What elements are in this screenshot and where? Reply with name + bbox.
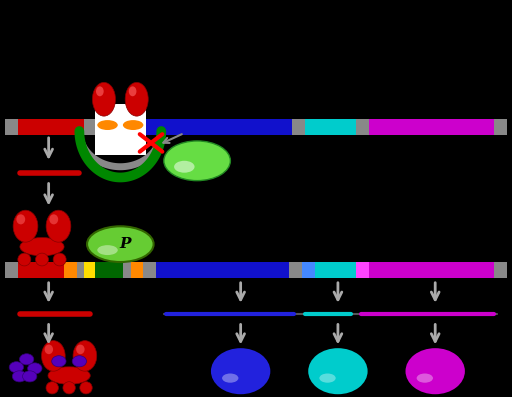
Ellipse shape bbox=[80, 382, 92, 394]
Ellipse shape bbox=[49, 214, 58, 224]
Ellipse shape bbox=[174, 161, 195, 173]
Ellipse shape bbox=[92, 83, 115, 116]
Ellipse shape bbox=[45, 345, 53, 354]
Bar bbox=[131, 262, 143, 278]
Bar bbox=[156, 262, 289, 278]
Ellipse shape bbox=[35, 253, 49, 266]
Ellipse shape bbox=[63, 382, 75, 394]
Ellipse shape bbox=[96, 87, 103, 96]
Bar bbox=[356, 119, 369, 135]
Ellipse shape bbox=[308, 348, 368, 394]
Circle shape bbox=[52, 356, 66, 367]
Bar bbox=[95, 104, 146, 155]
Bar bbox=[77, 262, 84, 278]
Ellipse shape bbox=[97, 245, 118, 255]
Ellipse shape bbox=[123, 120, 143, 130]
Ellipse shape bbox=[164, 141, 230, 181]
Text: P: P bbox=[120, 237, 131, 251]
Ellipse shape bbox=[417, 374, 433, 383]
Ellipse shape bbox=[73, 341, 97, 371]
Ellipse shape bbox=[87, 226, 154, 262]
Bar bbox=[356, 262, 369, 278]
Ellipse shape bbox=[16, 214, 25, 224]
Bar bbox=[123, 262, 131, 278]
Bar bbox=[18, 119, 84, 135]
Bar bbox=[305, 119, 356, 135]
Bar bbox=[292, 119, 305, 135]
Bar bbox=[369, 262, 494, 278]
Bar bbox=[64, 262, 77, 278]
Ellipse shape bbox=[222, 374, 239, 383]
Bar bbox=[289, 262, 302, 278]
Circle shape bbox=[72, 356, 87, 367]
Ellipse shape bbox=[41, 341, 65, 371]
Ellipse shape bbox=[129, 87, 136, 96]
Bar bbox=[143, 262, 156, 278]
Circle shape bbox=[28, 363, 42, 374]
Ellipse shape bbox=[13, 210, 38, 242]
Ellipse shape bbox=[97, 120, 118, 130]
Bar bbox=[494, 119, 507, 135]
Ellipse shape bbox=[76, 345, 84, 354]
Ellipse shape bbox=[48, 367, 90, 384]
Bar bbox=[315, 262, 356, 278]
Bar bbox=[120, 119, 146, 135]
Ellipse shape bbox=[211, 348, 270, 394]
Bar bbox=[84, 262, 95, 278]
Ellipse shape bbox=[125, 83, 148, 116]
Ellipse shape bbox=[20, 237, 64, 256]
Ellipse shape bbox=[46, 210, 71, 242]
Circle shape bbox=[19, 354, 34, 365]
Bar bbox=[494, 262, 507, 278]
Circle shape bbox=[23, 371, 37, 382]
Ellipse shape bbox=[53, 253, 66, 266]
Bar bbox=[5, 119, 18, 135]
Circle shape bbox=[12, 371, 27, 382]
Bar bbox=[302, 262, 315, 278]
Bar bbox=[369, 119, 494, 135]
Bar bbox=[84, 119, 120, 135]
Ellipse shape bbox=[319, 374, 336, 383]
Bar bbox=[95, 262, 123, 278]
Circle shape bbox=[9, 362, 24, 373]
Ellipse shape bbox=[18, 253, 31, 266]
Bar bbox=[18, 262, 64, 278]
Bar bbox=[146, 119, 292, 135]
Ellipse shape bbox=[46, 382, 58, 394]
Bar bbox=[5, 262, 18, 278]
Ellipse shape bbox=[406, 348, 465, 394]
